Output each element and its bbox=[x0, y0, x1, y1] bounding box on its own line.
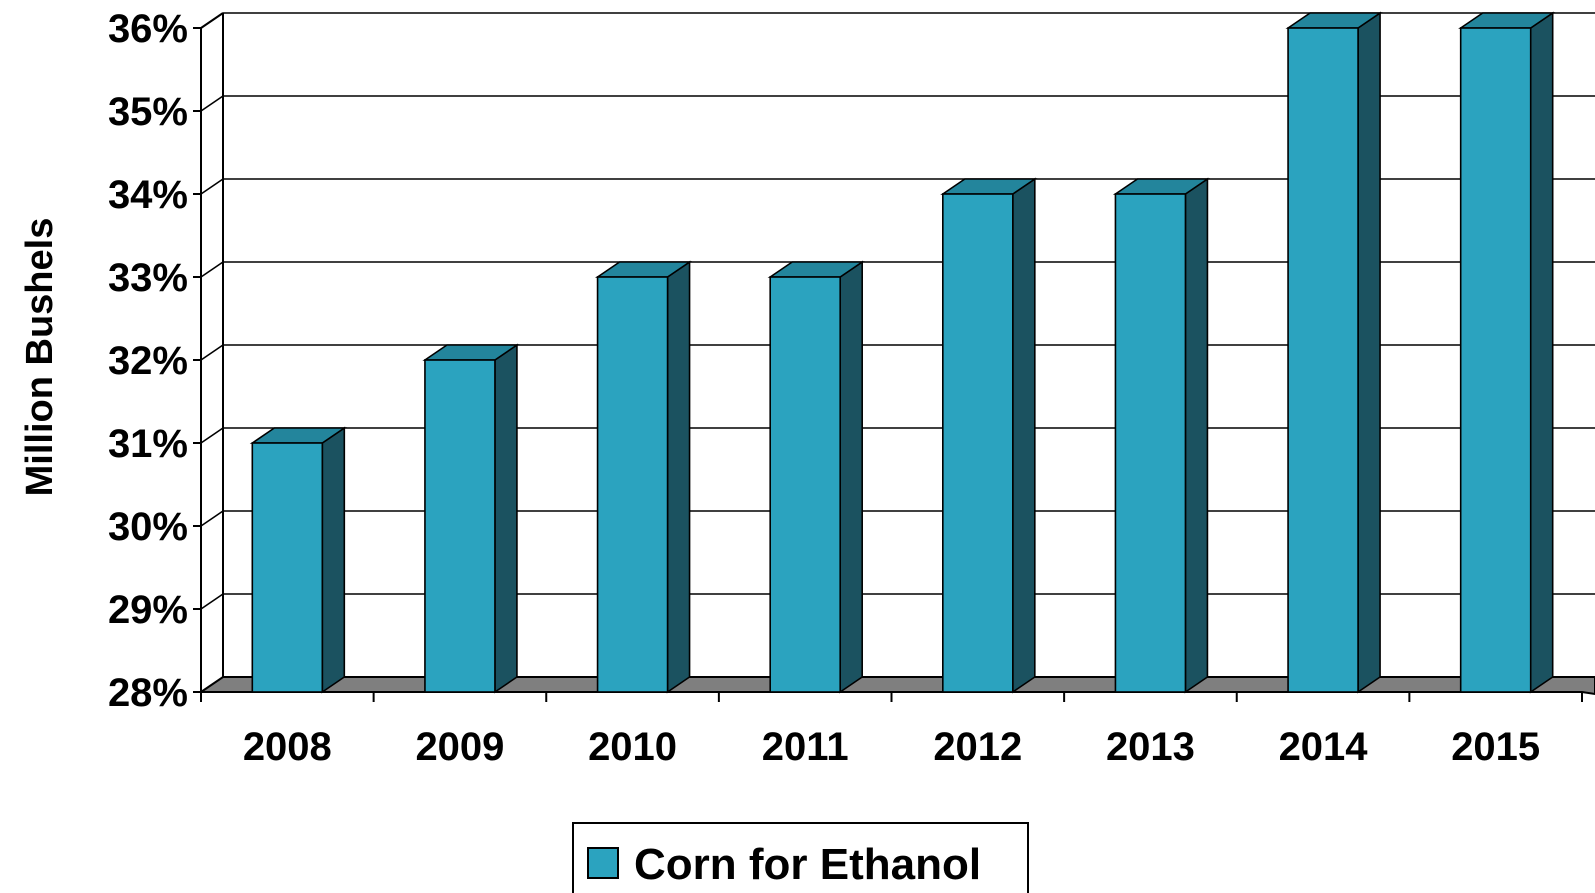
gridline-side bbox=[200, 261, 224, 278]
bar-side bbox=[1012, 177, 1036, 694]
bar-front bbox=[596, 276, 669, 693]
gridline-side bbox=[200, 427, 224, 444]
x-tick-label: 2012 bbox=[933, 725, 1022, 769]
bar bbox=[1285, 11, 1383, 694]
bar bbox=[1458, 11, 1556, 694]
x-tick-label: 2011 bbox=[762, 725, 849, 769]
x-tick-label: 2014 bbox=[1279, 725, 1369, 769]
x-tick-label: 2013 bbox=[1106, 725, 1195, 769]
bar-side bbox=[321, 426, 346, 694]
bar-front bbox=[424, 359, 496, 693]
legend-box bbox=[572, 822, 1029, 893]
bar-front bbox=[1287, 27, 1359, 693]
bar bbox=[249, 426, 347, 694]
bar bbox=[940, 177, 1038, 694]
bar-side bbox=[1529, 11, 1554, 694]
y-tick-label: 34% bbox=[108, 173, 188, 217]
bar-side bbox=[839, 260, 863, 694]
y-axis-ticks: 28% 29% 30% 31% 32% 33% 34% 35% 36% bbox=[108, 7, 201, 715]
y-tick-label: 32% bbox=[108, 339, 188, 383]
x-tick-label: 2009 bbox=[415, 725, 504, 769]
y-tick-label: 31% bbox=[108, 422, 188, 466]
y-axis-label: Million Bushels bbox=[19, 218, 61, 497]
gridline-side bbox=[200, 95, 224, 112]
y-tick-label: 35% bbox=[108, 90, 188, 134]
grid-lines bbox=[200, 12, 1595, 610]
gridline-side bbox=[200, 593, 224, 610]
bar-front bbox=[1459, 27, 1532, 693]
bar bbox=[1112, 177, 1211, 694]
bar-side bbox=[494, 343, 518, 694]
x-axis-ticks: 2008 2009 2010 2011 2012 2013 2014 2015 bbox=[200, 692, 1583, 769]
y-tick-label: 33% bbox=[108, 256, 188, 300]
bars bbox=[249, 11, 1556, 694]
side-wall-top bbox=[200, 12, 224, 29]
y-tick-label: 36% bbox=[108, 7, 188, 51]
bar bbox=[422, 343, 520, 694]
legend-label: Corn for Ethanol bbox=[634, 840, 981, 889]
bar-side bbox=[666, 260, 691, 694]
y-tick-label: 29% bbox=[108, 588, 188, 632]
bar-front bbox=[251, 442, 324, 693]
bar-front bbox=[1114, 193, 1187, 693]
gridline-side bbox=[200, 178, 224, 195]
bar bbox=[594, 260, 693, 694]
bar-front bbox=[942, 193, 1014, 693]
gridline-side bbox=[200, 344, 224, 361]
bar-front bbox=[769, 276, 841, 693]
gridline-side bbox=[200, 510, 224, 527]
legend-swatch bbox=[587, 847, 619, 879]
y-tick-label: 28% bbox=[108, 671, 188, 715]
x-tick-label: 2010 bbox=[588, 725, 677, 769]
y-tick-label: 30% bbox=[108, 505, 188, 549]
bar-side bbox=[1184, 177, 1209, 694]
x-tick-label: 2008 bbox=[243, 725, 332, 769]
bar-side bbox=[1357, 11, 1381, 694]
legend: Corn for Ethanol bbox=[572, 822, 1029, 893]
bar bbox=[767, 260, 865, 694]
x-tick-label: 2015 bbox=[1451, 725, 1540, 769]
